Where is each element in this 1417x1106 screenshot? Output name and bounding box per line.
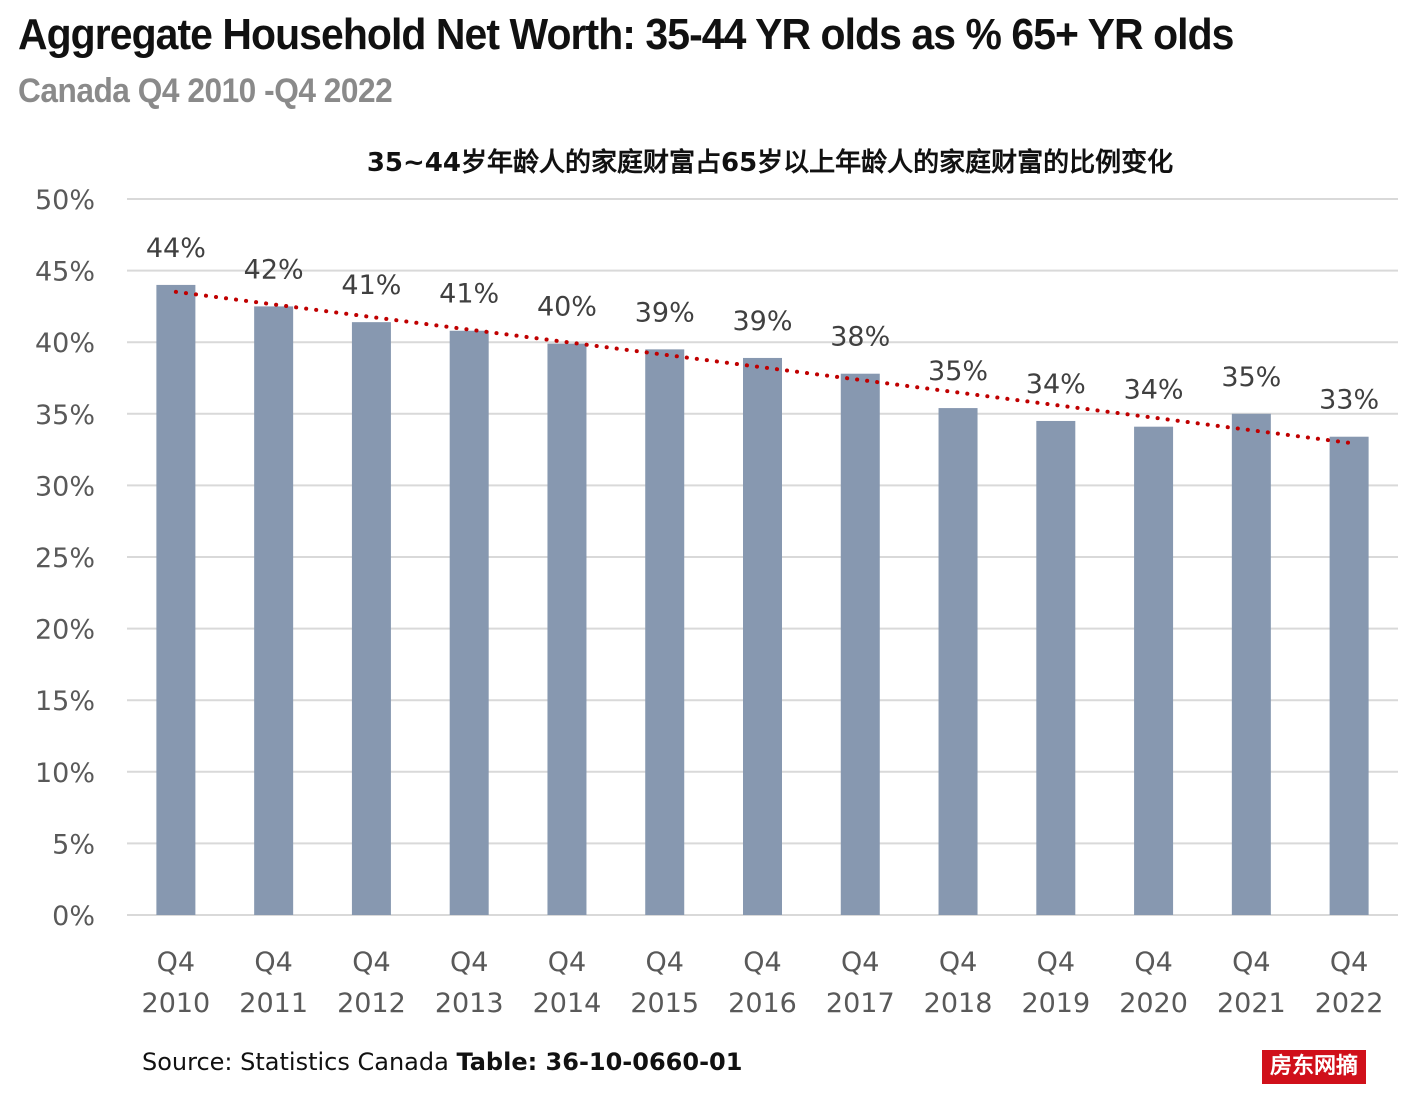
x-tick-quarter: Q4 <box>1232 947 1270 978</box>
data-label: 39% <box>635 297 695 328</box>
data-label: 44% <box>146 233 206 264</box>
x-tick-year: 2012 <box>337 988 406 1019</box>
y-tick-label: 15% <box>35 686 95 717</box>
x-tick-quarter: Q4 <box>1037 947 1075 978</box>
data-label: 38% <box>830 322 890 353</box>
x-tick-year: 2013 <box>435 988 504 1019</box>
page-subtitle: Canada Q4 2010 -Q4 2022 <box>18 72 393 110</box>
y-tick-label: 30% <box>35 471 95 502</box>
y-tick-label: 0% <box>52 901 95 932</box>
x-tick-year: 2015 <box>630 988 699 1019</box>
x-tick-quarter: Q4 <box>548 947 586 978</box>
x-tick-quarter: Q4 <box>254 947 292 978</box>
bar <box>351 322 391 916</box>
x-tick-quarter: Q4 <box>646 947 684 978</box>
y-tick-label: 20% <box>35 615 95 646</box>
x-tick-year: 2018 <box>924 988 993 1019</box>
y-tick-label: 50% <box>35 185 95 216</box>
x-tick-quarter: Q4 <box>1134 947 1172 978</box>
x-tick-quarter: Q4 <box>1330 947 1368 978</box>
data-label: 39% <box>732 306 792 337</box>
bars <box>156 284 1369 916</box>
x-tick-quarter: Q4 <box>939 947 977 978</box>
bar <box>1329 436 1369 915</box>
data-label: 40% <box>537 292 597 323</box>
bar <box>1134 426 1174 915</box>
data-label: 34% <box>1026 369 1086 400</box>
x-tick-year: 2021 <box>1217 988 1286 1019</box>
bar <box>1036 420 1076 915</box>
data-label: 34% <box>1124 375 1184 406</box>
y-tick-label: 5% <box>52 829 95 860</box>
x-tick-year: 2010 <box>142 988 211 1019</box>
data-label: 35% <box>928 356 988 387</box>
data-label: 41% <box>439 279 499 310</box>
x-tick-year: 2014 <box>533 988 602 1019</box>
bar <box>840 373 880 916</box>
x-tick-year: 2019 <box>1021 988 1090 1019</box>
x-tick-year: 2022 <box>1315 988 1384 1019</box>
source-prefix: Source: Statistics Canada <box>142 1048 457 1076</box>
x-tick-year: 2011 <box>239 988 308 1019</box>
data-label: 33% <box>1319 385 1379 416</box>
x-tick-quarter: Q4 <box>450 947 488 978</box>
y-tick-label: 35% <box>35 400 95 431</box>
data-labels: 44% 42% 41% 41% 40% 39% 39% 38% 35% 34% 34% 35% 33% <box>146 233 1379 416</box>
source-table: Table: 36-10-0660-01 <box>456 1048 743 1076</box>
bar <box>1231 413 1271 915</box>
x-tick-quarter: Q4 <box>743 947 781 978</box>
bar <box>449 330 489 915</box>
x-tick-quarter: Q4 <box>157 947 195 978</box>
chart-title: 35~44岁年龄人的家庭财富占65岁以上年龄人的家庭财富的比例变化 <box>367 147 1173 178</box>
y-axis-ticks: 0% 5% 10% 15% 20% 25% 30% 35% 40% 45% 50% <box>35 185 95 932</box>
x-tick-year: 2017 <box>826 988 895 1019</box>
data-label: 41% <box>341 270 401 301</box>
bar <box>938 408 978 915</box>
y-tick-label: 10% <box>35 758 95 789</box>
watermark-logo: 房东网摘 <box>1262 1050 1366 1084</box>
data-label: 35% <box>1221 362 1281 393</box>
bar <box>743 357 782 915</box>
x-tick-year: 2016 <box>728 988 797 1019</box>
source-note: Source: Statistics Canada Table: 36-10-0… <box>142 1048 742 1076</box>
y-tick-label: 25% <box>35 543 95 574</box>
data-label: 42% <box>244 254 304 285</box>
x-tick-year: 2020 <box>1119 988 1188 1019</box>
x-axis-ticks: Q4 2010 Q4 2011 Q4 2012 Q4 2013 Q4 2014 Q4 2015 Q4 20… <box>142 947 1384 1019</box>
bar <box>645 349 685 915</box>
x-tick-quarter: Q4 <box>352 947 390 978</box>
bar <box>156 284 196 915</box>
bar-chart: 35~44岁年龄人的家庭财富占65岁以上年龄人的家庭财富的比例变化 0% 5% 10… <box>35 147 1398 1019</box>
y-tick-label: 45% <box>35 257 95 288</box>
bar <box>547 343 587 916</box>
page-title: Aggregate Household Net Worth: 35-44 YR … <box>18 10 1234 59</box>
x-tick-quarter: Q4 <box>841 947 879 978</box>
bar <box>254 306 294 915</box>
y-tick-label: 40% <box>35 328 95 359</box>
